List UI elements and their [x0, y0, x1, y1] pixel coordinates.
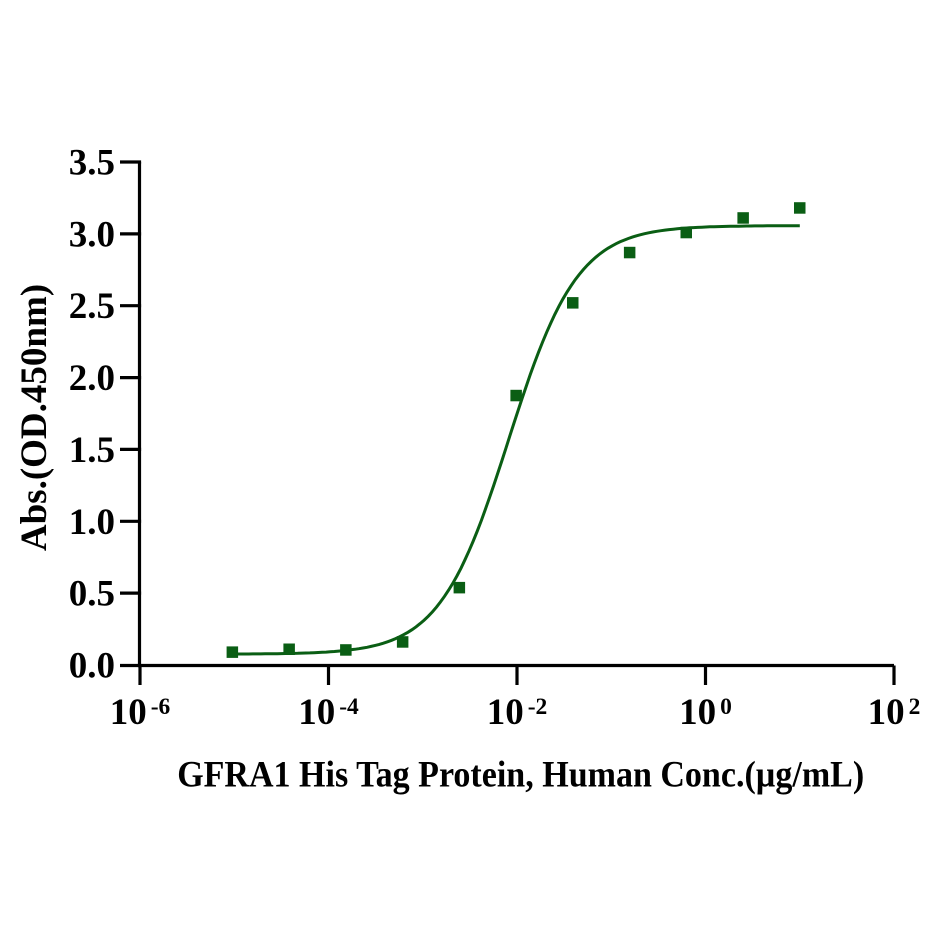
- svg-text:2.5: 2.5: [69, 286, 115, 327]
- svg-text:0.5: 0.5: [69, 574, 115, 615]
- svg-text:0.0: 0.0: [69, 646, 115, 687]
- svg-text:10-2: 10 -2: [487, 692, 548, 733]
- svg-text:3.0: 3.0: [69, 214, 115, 255]
- svg-text:10-4: 10 -4: [298, 692, 359, 733]
- svg-text:1.0: 1.0: [69, 502, 115, 543]
- svg-text:2.0: 2.0: [69, 358, 115, 399]
- svg-text:GFRA1 His Tag Protein, Human C: GFRA1 His Tag Protein, Human Conc.(µg/mL…: [177, 755, 864, 796]
- svg-text:100: 10 0: [679, 692, 732, 733]
- svg-text:Abs.(OD.450nm): Abs.(OD.450nm): [14, 284, 55, 551]
- svg-text:1.5: 1.5: [69, 430, 115, 471]
- svg-text:10-6: 10 -6: [110, 692, 171, 733]
- svg-text:102: 10 2: [868, 692, 921, 733]
- svg-text:3.5: 3.5: [69, 143, 115, 184]
